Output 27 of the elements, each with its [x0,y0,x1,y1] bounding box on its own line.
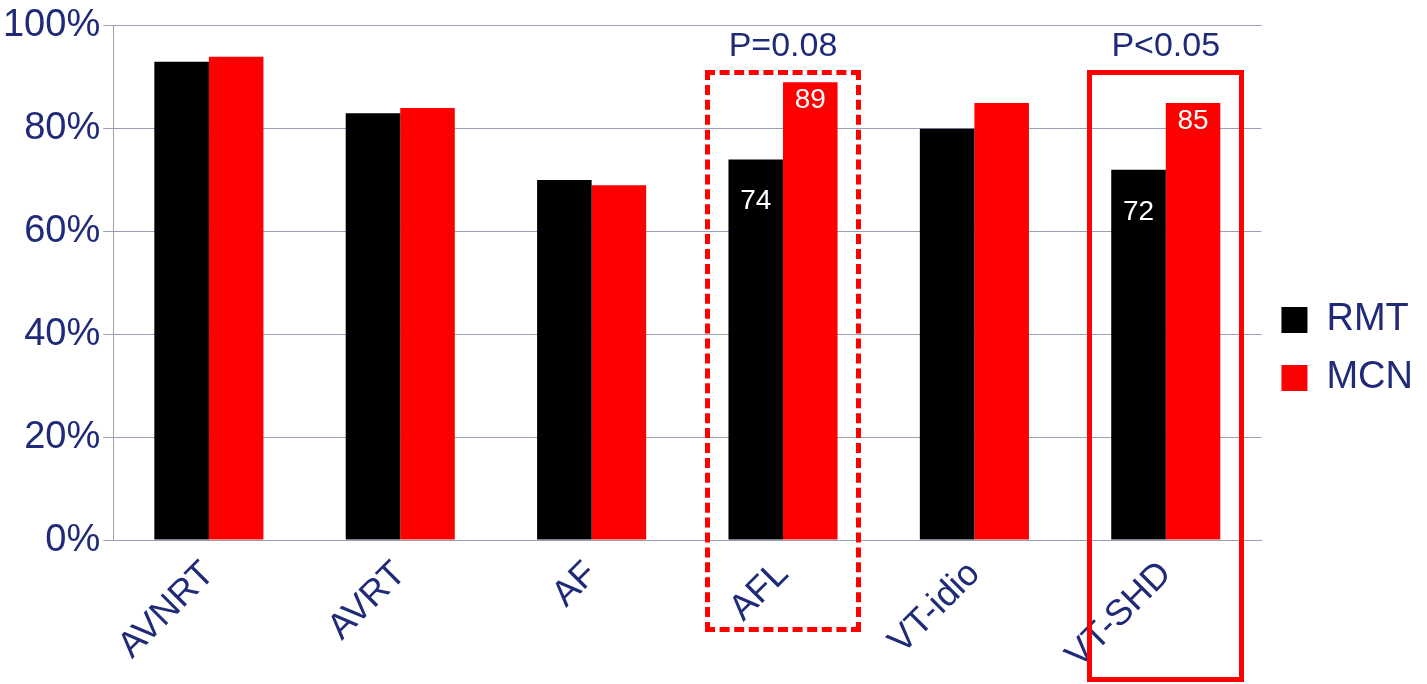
bar [919,128,975,540]
bar [208,56,264,540]
data-label: 72 [1122,194,1155,226]
legend-label: RMT [1326,296,1409,339]
bar [345,113,401,540]
bar [728,159,784,540]
data-label: 74 [740,184,772,216]
bar [974,102,1029,540]
bar [154,61,209,540]
legend-label: MCN [1326,354,1414,397]
bar [591,185,647,540]
data-label: 89 [794,83,826,115]
bar [400,108,455,540]
y-tick-label: 80% [24,105,101,148]
x-tick-label: AF [542,552,605,614]
y-tick-label: 100% [2,2,101,45]
y-tick-label: 0% [45,516,101,559]
y-tick-label: 20% [24,413,101,456]
y-tick-label: 60% [24,208,101,251]
annotation: P<0.05 [1111,24,1221,63]
bar [1111,169,1166,540]
annotation: P=0.08 [728,24,838,63]
y-tick-label: 40% [24,310,101,353]
bar [537,180,592,540]
data-label: 85 [1177,103,1209,135]
x-tick-label: AFL [720,552,796,628]
bar [1165,102,1221,540]
